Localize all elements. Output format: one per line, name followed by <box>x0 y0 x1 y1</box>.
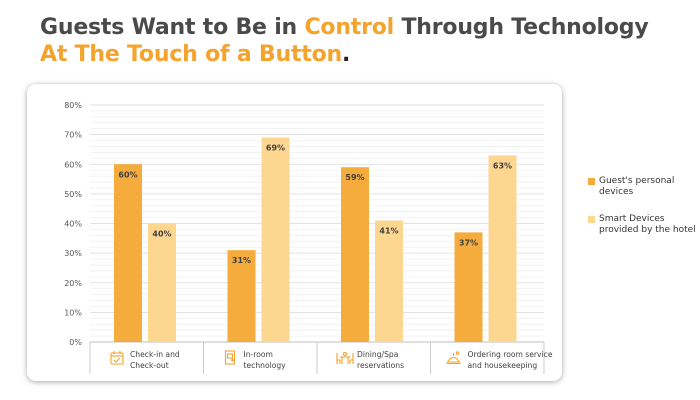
bar-chart: 0% 10% 20% 30% 40% 50% 60% 70% 80% 60% 31% 59% 37% 40… <box>64 101 553 374</box>
data-label: 63% <box>493 161 512 170</box>
headline-highlight-button: At The Touch of a Button <box>40 42 342 67</box>
data-label: 60% <box>118 170 137 179</box>
headline-highlight-control: Control <box>304 15 395 40</box>
door-icon <box>224 350 236 365</box>
x-category-label: Dining/Spa <box>357 350 398 359</box>
bar-personal-2 <box>341 167 369 342</box>
y-tick-label: 80% <box>64 101 82 110</box>
legend-label: Guest's personal devices <box>599 176 675 197</box>
legend-item-hotel-devices: Smart Devices provided by the hotel <box>588 214 698 236</box>
x-category-label: Check-in and <box>130 350 180 359</box>
headline-line-2: At The Touch of a Button. <box>40 42 351 67</box>
y-tick-label: 30% <box>64 249 82 258</box>
data-label: 31% <box>232 256 251 265</box>
data-label: 41% <box>379 227 398 236</box>
legend-item-personal-devices: Guest's personal devices <box>588 176 698 198</box>
x-category-label: reservations <box>357 361 404 370</box>
data-label: 40% <box>152 230 171 239</box>
y-tick-label: 40% <box>64 220 82 229</box>
y-tick-label: 0% <box>69 338 82 347</box>
room-service-icon <box>446 351 461 365</box>
x-category-label: Ordering room service <box>468 350 553 359</box>
bar-hotel-1 <box>261 137 290 342</box>
bar-personal-3 <box>454 232 483 342</box>
x-category-label: technology <box>244 361 287 370</box>
legend-label: Smart Devices provided by the hotel <box>599 214 696 235</box>
dining-table-icon <box>336 351 354 364</box>
x-category-label: Check-out <box>130 361 169 370</box>
headline-line-1: Guests Want to Be in Control Through Tec… <box>40 15 649 40</box>
page-headline: Guests Want to Be in Control Through Tec… <box>40 14 649 68</box>
x-category-label: In-room <box>244 350 273 359</box>
data-label: 69% <box>266 144 285 153</box>
bar-personal-1 <box>227 250 256 342</box>
y-tick-label: 60% <box>64 160 82 169</box>
legend-swatch <box>588 216 595 223</box>
data-label: 59% <box>345 173 364 182</box>
y-tick-label: 10% <box>64 308 82 317</box>
bar-hotel-2 <box>375 220 403 342</box>
bar-personal-0 <box>114 164 142 342</box>
x-category-label: and housekeeping <box>468 361 538 370</box>
calendar-icon <box>110 351 124 365</box>
y-tick-label: 70% <box>64 131 82 140</box>
y-tick-label: 20% <box>64 279 82 288</box>
bar-hotel-0 <box>148 223 176 342</box>
bar-hotel-3 <box>488 155 517 342</box>
chart-card: 0% 10% 20% 30% 40% 50% 60% 70% 80% 60% 31% 59% 37% 40… <box>27 84 562 381</box>
data-label: 37% <box>459 238 478 247</box>
legend-swatch <box>588 178 595 185</box>
y-tick-label: 50% <box>64 190 82 199</box>
chart-legend: Guest's personal devices Smart Devices pr… <box>588 176 698 236</box>
